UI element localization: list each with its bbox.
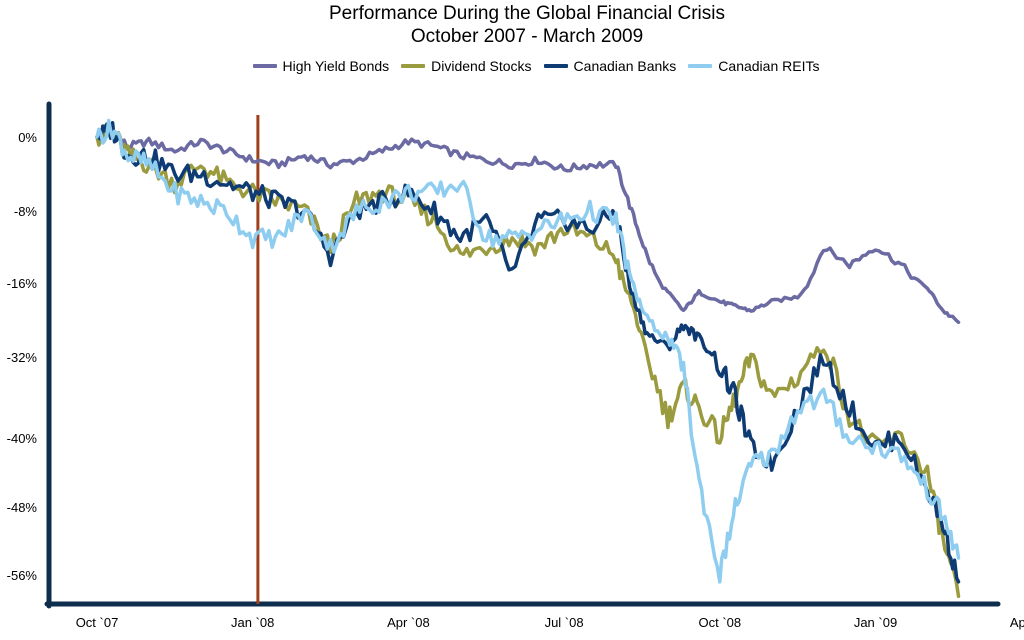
legend-label-high-yield-bonds: High Yield Bonds (282, 58, 390, 74)
chart-legend: High Yield Bonds Dividend Stocks Canadia… (0, 58, 1024, 74)
y-tick-label-48: -48% (7, 500, 38, 515)
y-tick-label-56: -56% (7, 568, 38, 583)
legend-swatch-canadian-reits (688, 64, 713, 68)
chart-title-line-2: October 2007 - March 2009 (410, 26, 644, 47)
y-tick-label-0: 0% (18, 130, 37, 145)
legend-label-canadian-reits: Canadian REITs (718, 58, 820, 74)
y-tick-label-32: -32% (7, 350, 38, 365)
series-line-canadian-reits (95, 118, 961, 584)
legend-swatch-high-yield-bonds (252, 64, 277, 68)
x-tick-label-jan-09: Jan `09 (854, 615, 897, 630)
legend-swatch-dividend-stocks (401, 64, 426, 68)
legend-item-high-yield-bonds: High Yield Bonds (252, 58, 390, 74)
chart-title-line-1: Performance During the Global Financial … (329, 3, 725, 24)
legend-label-dividend-stocks: Dividend Stocks (431, 58, 532, 74)
legend-swatch-canadian-banks (543, 64, 568, 68)
y-tick-label-8: -8% (14, 204, 38, 219)
legend-item-canadian-reits: Canadian REITs (688, 58, 819, 74)
x-tick-label-oct-08: Oct `08 (698, 615, 741, 630)
series-line-high-yield-bonds (95, 129, 961, 325)
legend-label-canadian-banks: Canadian Banks (573, 58, 677, 74)
x-tick-label-oct-07: Oct `07 (76, 615, 119, 630)
x-tick-label-jan-08: Jan `08 (231, 615, 274, 630)
x-tick-label-jul-08: Jul `08 (545, 615, 584, 630)
chart-title: Performance During the Global Financial … (0, 2, 1024, 48)
legend-item-canadian-banks: Canadian Banks (543, 58, 677, 74)
x-tick-label-apr-09: Apr `09 (1010, 615, 1024, 630)
series-line-canadian-banks (95, 120, 961, 584)
x-tick-label-apr-08: Apr `08 (387, 615, 430, 630)
series-line-dividend-stocks (95, 124, 961, 599)
legend-item-dividend-stocks: Dividend Stocks (401, 58, 532, 74)
y-tick-label-40: -40% (7, 431, 38, 446)
y-tick-label-16: -16% (7, 276, 38, 291)
